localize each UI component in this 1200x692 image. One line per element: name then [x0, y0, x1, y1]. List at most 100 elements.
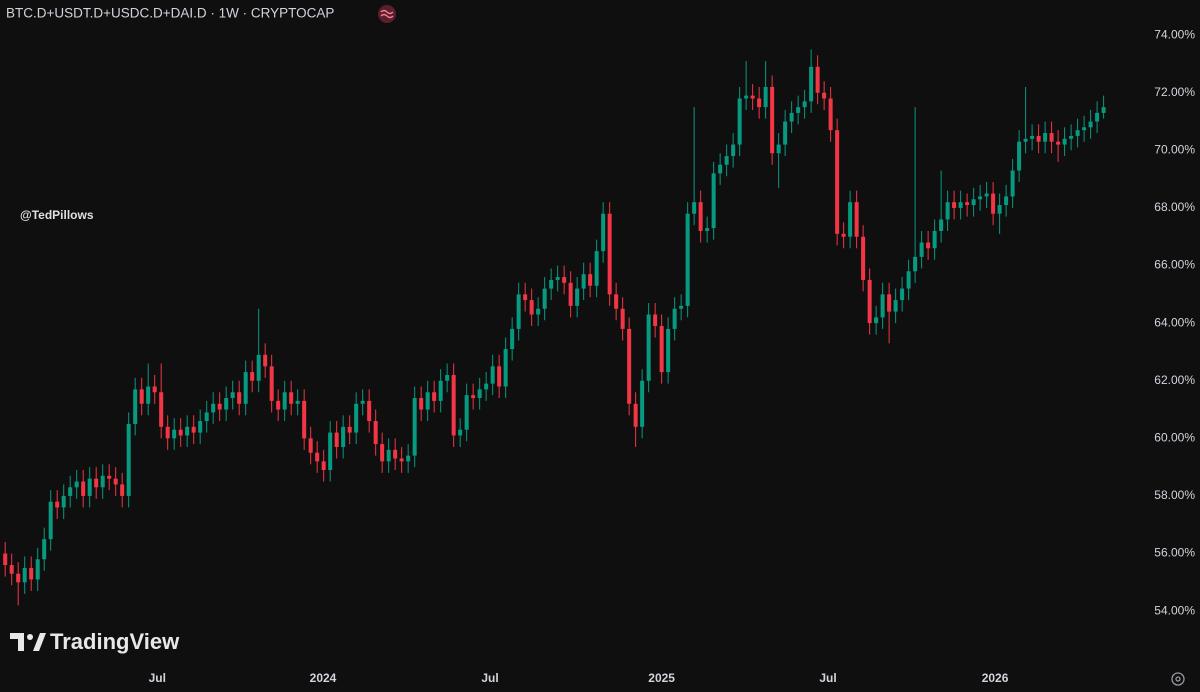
candle-body [94, 478, 99, 488]
candle-body [750, 95, 755, 99]
x-tick-label: 2025 [648, 671, 675, 685]
candle-body [1036, 135, 1041, 142]
candle-body [263, 354, 268, 367]
candle-body [211, 403, 216, 413]
candle-body [653, 314, 658, 327]
candle-body [165, 426, 170, 439]
candle-body [939, 219, 944, 231]
candle-body [516, 294, 521, 329]
x-tick-label: 2024 [310, 671, 337, 685]
candle-body [35, 559, 40, 580]
candle-body [945, 202, 950, 220]
candle-body [510, 328, 515, 350]
candle-body [542, 288, 547, 309]
candle-body [724, 156, 729, 165]
candle-body [497, 366, 502, 387]
candle-body [152, 386, 157, 393]
candle-body [224, 398, 229, 410]
candle-body [55, 501, 60, 508]
candle-body [835, 130, 840, 234]
candle-body [822, 92, 827, 99]
candle-body [81, 481, 86, 496]
candle-body [971, 199, 976, 206]
candle-body [302, 400, 307, 439]
candle-body [614, 294, 619, 309]
candle-body [802, 101, 807, 108]
candle-body [789, 112, 794, 122]
candle-body [698, 202, 703, 231]
candle-body [126, 423, 131, 496]
y-tick-label: 68.00% [1154, 200, 1195, 214]
candle-body [666, 328, 671, 373]
y-tick-label: 58.00% [1154, 488, 1195, 502]
candle-body [841, 233, 846, 237]
settings-icon[interactable] [1171, 672, 1185, 686]
candle-body [1088, 121, 1093, 128]
candle-body [347, 426, 352, 433]
y-tick-label: 66.00% [1154, 258, 1195, 272]
candle-body [1043, 133, 1048, 142]
y-tick-label: 62.00% [1154, 373, 1195, 387]
candle-body [828, 98, 833, 131]
candle-body [282, 392, 287, 410]
candle-body [679, 305, 684, 309]
candle-body [692, 202, 697, 214]
candle-body [1004, 196, 1009, 206]
candle-body [380, 444, 385, 462]
candle-body [22, 567, 27, 583]
candle-body [737, 98, 742, 145]
candle-body [620, 308, 625, 329]
candle-body [87, 478, 92, 496]
candle-body [1056, 141, 1061, 145]
candle-body [172, 429, 177, 439]
candle-body [9, 565, 14, 574]
candle-body [763, 86, 768, 108]
candle-body [744, 95, 749, 99]
candle-body [256, 354, 261, 381]
y-tick-label: 56.00% [1154, 546, 1195, 560]
candle-body [308, 438, 313, 453]
candle-body [1069, 135, 1074, 139]
candle-body [185, 426, 190, 436]
candle-body [718, 164, 723, 174]
candle-body [354, 403, 359, 433]
candle-body [705, 228, 710, 231]
candle-body [432, 392, 437, 401]
candle-body [965, 202, 970, 206]
candle-body [341, 426, 346, 447]
candle-body [575, 288, 580, 306]
candle-body [191, 426, 196, 433]
candle-body [315, 452, 320, 462]
candle-body [412, 398, 417, 456]
y-tick-label: 60.00% [1154, 431, 1195, 445]
candle-body [984, 193, 989, 197]
candle-body [373, 421, 378, 445]
candle-body [321, 461, 326, 471]
candle-body [107, 475, 112, 479]
candle-body [776, 144, 781, 154]
candle-body [393, 449, 398, 459]
candle-body [1082, 127, 1087, 131]
candle-body [523, 294, 528, 301]
candle-body [1101, 107, 1106, 113]
candle-body [529, 300, 534, 315]
candle-body [815, 66, 820, 93]
candle-body [464, 395, 469, 430]
candle-body [809, 66, 814, 102]
candle-body [601, 213, 606, 252]
candle-body [360, 400, 365, 404]
candle-body [458, 429, 463, 436]
candle-body [334, 432, 339, 447]
candle-body [178, 429, 183, 436]
candle-body [100, 475, 105, 488]
candle-body [783, 121, 788, 145]
candle-body [926, 242, 931, 249]
candle-body [204, 412, 209, 422]
candle-body [627, 328, 632, 404]
candle-body [900, 288, 905, 301]
candle-body [913, 256, 918, 272]
candle-body [874, 317, 879, 324]
candle-body [1075, 130, 1080, 136]
candle-body [406, 455, 411, 462]
candle-body [230, 392, 235, 399]
